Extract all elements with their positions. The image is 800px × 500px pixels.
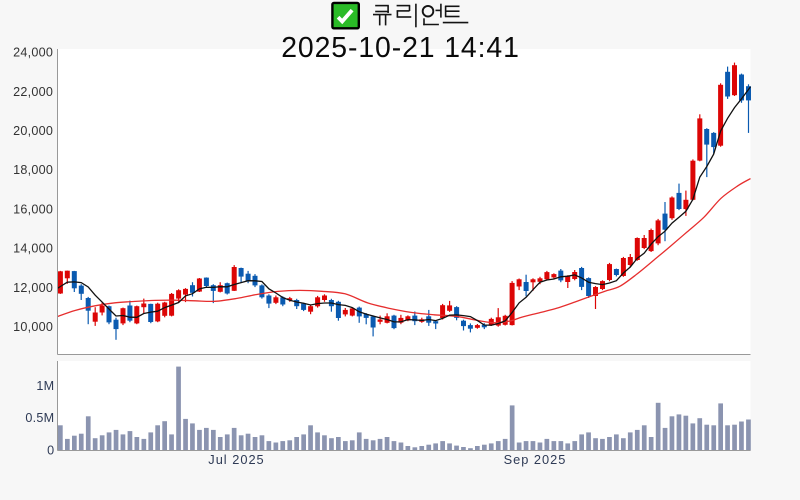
svg-text:12,000: 12,000 <box>13 281 53 295</box>
svg-text:24,000: 24,000 <box>13 46 53 60</box>
svg-text:20,000: 20,000 <box>13 124 53 138</box>
svg-text:16,000: 16,000 <box>13 202 53 216</box>
svg-text:0.5M: 0.5M <box>25 411 54 425</box>
svg-text:2025-10-21 14:41: 2025-10-21 14:41 <box>281 32 520 64</box>
svg-text:10,000: 10,000 <box>13 320 53 334</box>
svg-text:22,000: 22,000 <box>13 85 53 99</box>
svg-text:14,000: 14,000 <box>13 242 53 256</box>
svg-text:Sep 2025: Sep 2025 <box>504 452 567 467</box>
svg-text:0: 0 <box>47 443 54 457</box>
svg-text:1M: 1M <box>36 379 54 393</box>
svg-text:Jul 2025: Jul 2025 <box>208 452 264 467</box>
svg-text:18,000: 18,000 <box>13 163 53 177</box>
